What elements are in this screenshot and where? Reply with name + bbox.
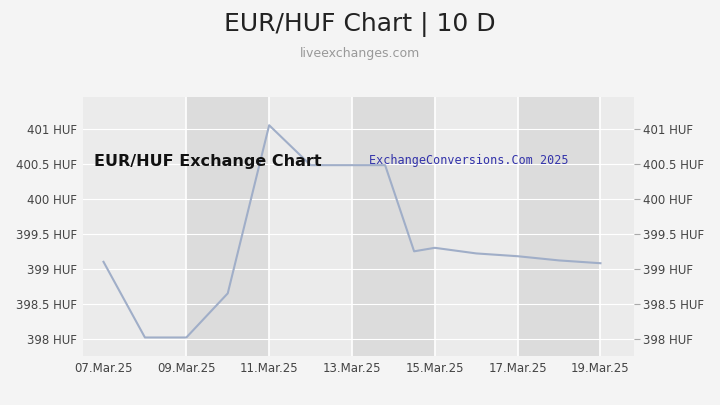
Text: liveexchanges.com: liveexchanges.com <box>300 47 420 60</box>
Bar <box>600 97 634 356</box>
Text: ExchangeConversions.Com 2025: ExchangeConversions.Com 2025 <box>369 154 569 167</box>
Bar <box>83 97 186 356</box>
Bar <box>518 97 600 356</box>
Text: EUR/HUF Exchange Chart: EUR/HUF Exchange Chart <box>94 154 321 169</box>
Text: EUR/HUF Chart | 10 D: EUR/HUF Chart | 10 D <box>224 12 496 37</box>
Bar <box>186 97 269 356</box>
Bar <box>435 97 518 356</box>
Bar <box>352 97 435 356</box>
Bar <box>269 97 352 356</box>
